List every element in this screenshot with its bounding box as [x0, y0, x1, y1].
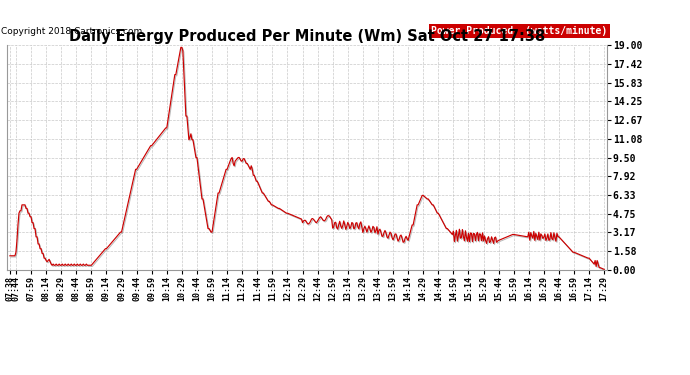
- Text: Power Produced  (watts/minute): Power Produced (watts/minute): [431, 26, 607, 36]
- Title: Daily Energy Produced Per Minute (Wm) Sat Oct 27 17:38: Daily Energy Produced Per Minute (Wm) Sa…: [69, 29, 545, 44]
- Text: Copyright 2018 Cartronics.com: Copyright 2018 Cartronics.com: [1, 27, 142, 36]
